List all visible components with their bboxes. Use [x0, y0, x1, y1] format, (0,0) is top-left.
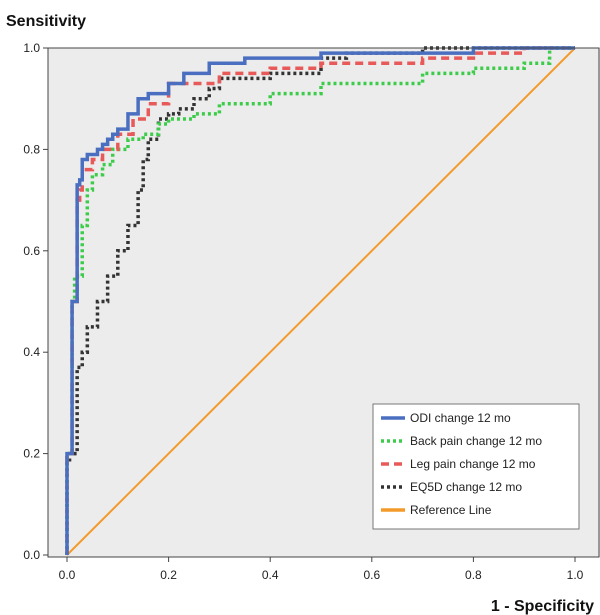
y-tick-label: 0.8 [23, 142, 40, 156]
x-tick-label: 0.4 [262, 568, 279, 582]
x-tick-label: 1.0 [567, 568, 584, 582]
legend-box [372, 403, 580, 530]
series-line-2 [65, 46, 575, 555]
legend-label: Leg pain change 12 mo [410, 457, 536, 471]
series-line-4 [66, 47, 576, 556]
y-tick-label: 0.0 [23, 548, 40, 562]
series-layer [65, 46, 575, 555]
reference-layer [66, 47, 576, 556]
y-tick-label: 0.6 [23, 244, 40, 258]
x-tick-label: 0.0 [59, 568, 76, 582]
series-line-1 [65, 46, 575, 555]
y-tick-label: 0.4 [23, 345, 40, 359]
x-axis-title: 1 - Specificity [491, 598, 594, 615]
x-tick-label: 0.2 [160, 568, 177, 582]
y-axis-ticks: 0.0 0.2 0.4 0.6 0.8 1.0 [23, 41, 48, 562]
legend: ODI change 12 mo Back pain change 12 mo Le… [372, 403, 580, 530]
x-tick-label: 0.6 [363, 568, 380, 582]
x-axis-ticks: 0.0 0.2 0.4 0.6 0.8 1.0 [59, 557, 584, 582]
y-tick-label: 1.0 [23, 41, 40, 55]
y-axis-title: Sensitivity [6, 13, 86, 30]
legend-label: Back pain change 12 mo [410, 434, 542, 448]
legend-label: EQ5D change 12 mo [410, 480, 522, 494]
series-line-0 [65, 46, 575, 555]
legend-label: ODI change 12 mo [410, 411, 511, 425]
legend-label: Reference Line [410, 503, 492, 517]
y-tick-label: 0.2 [23, 447, 40, 461]
x-tick-label: 0.8 [465, 568, 482, 582]
plot-frame [47, 47, 600, 558]
series-line-3 [65, 46, 575, 555]
